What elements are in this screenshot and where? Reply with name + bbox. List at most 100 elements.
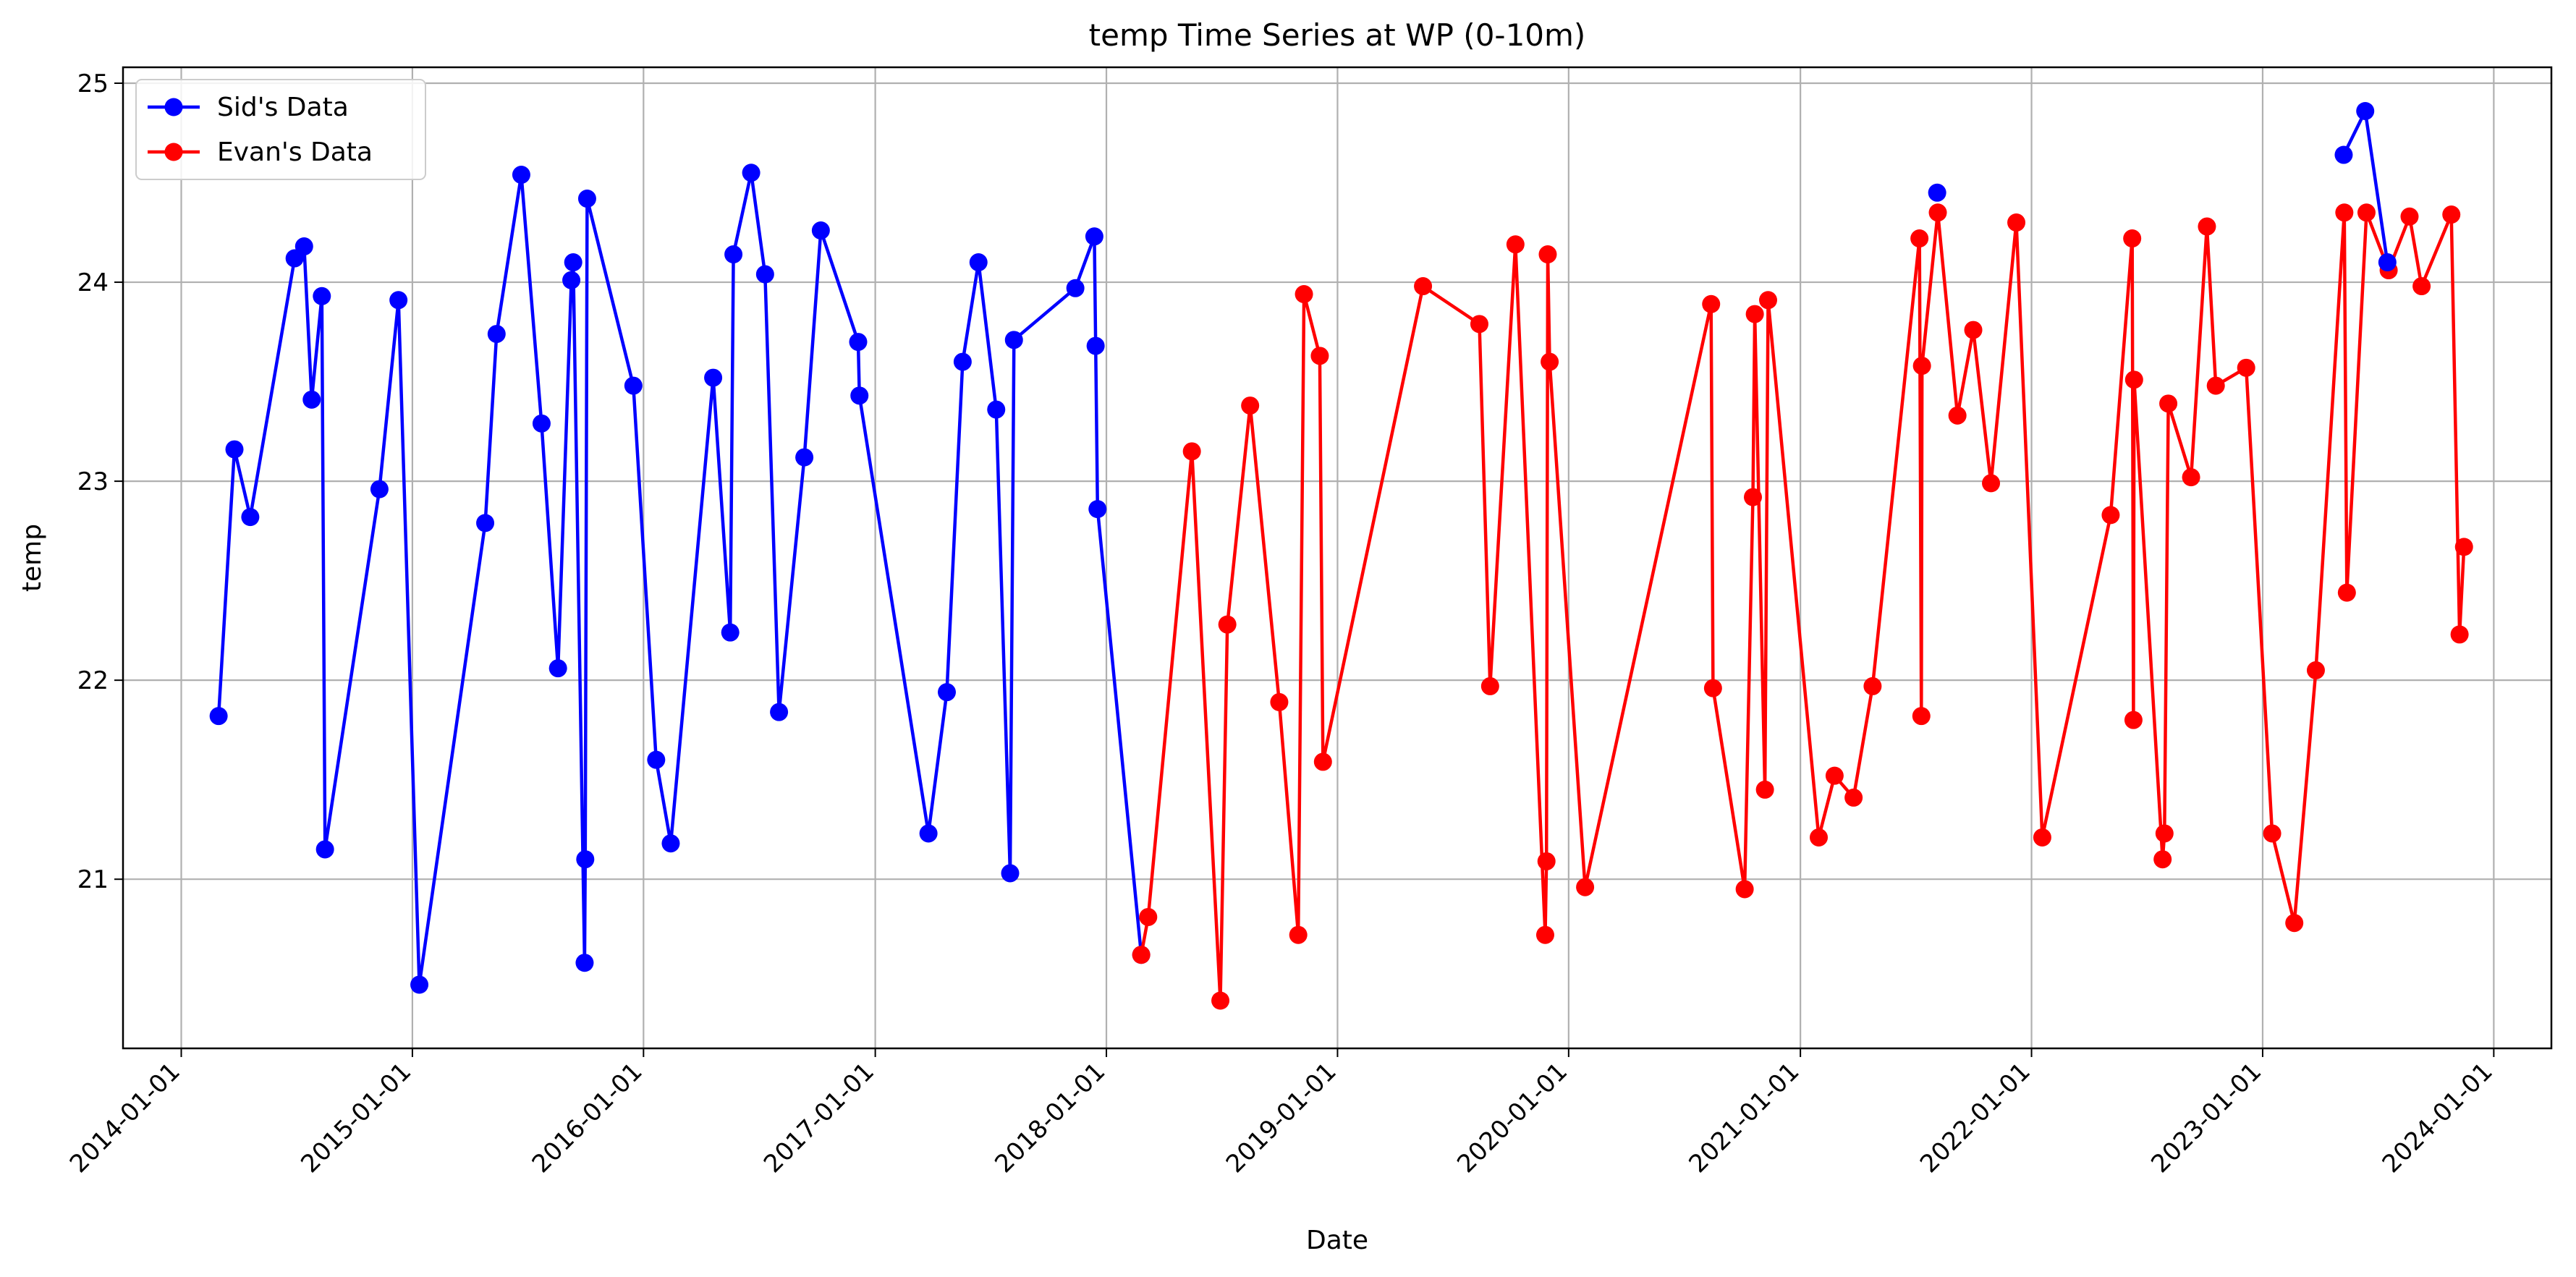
chart-title: temp Time Series at WP (0-10m) (1089, 17, 1586, 53)
data-point (370, 480, 389, 499)
data-point (1270, 692, 1289, 711)
data-point (2007, 213, 2026, 232)
data-point (2237, 358, 2255, 377)
data-point (2442, 205, 2461, 224)
data-point (1295, 285, 1313, 304)
data-point (1001, 864, 1020, 883)
data-point (576, 850, 595, 869)
data-point (1535, 925, 1554, 944)
data-point (795, 448, 814, 467)
y-axis: 21 22 23 24 25 (77, 69, 123, 894)
legend: Sid's Data Evan's Data (135, 79, 426, 180)
data-point (1863, 676, 1882, 695)
data-point (2101, 506, 2120, 525)
data-point (2450, 625, 2469, 644)
y-tick-label: 21 (77, 865, 109, 894)
data-point (724, 245, 743, 264)
legend-marker (164, 143, 183, 161)
data-point (919, 824, 938, 843)
series-1 (1132, 203, 2473, 1010)
data-point (476, 514, 495, 533)
y-axis-label: temp (17, 524, 47, 592)
data-point (2356, 102, 2375, 121)
data-point (1211, 991, 1230, 1010)
data-point (1537, 852, 1556, 870)
series-2 (1928, 183, 1946, 202)
data-point (2159, 394, 2178, 413)
data-point (2454, 538, 2473, 556)
y-tick-label: 24 (77, 268, 109, 297)
data-point (295, 237, 313, 256)
data-point (512, 166, 530, 184)
data-point (1912, 707, 1931, 726)
data-point (2335, 203, 2354, 222)
data-point (2263, 824, 2281, 843)
data-point (1825, 766, 1844, 785)
data-point (938, 683, 957, 702)
data-point (1085, 227, 1103, 246)
data-point (564, 253, 582, 272)
data-point (661, 834, 680, 853)
data-point (532, 414, 551, 433)
data-point (1470, 315, 1488, 334)
data-point (1088, 500, 1107, 519)
data-point (487, 325, 506, 344)
legend-marker (164, 98, 183, 116)
data-point (2337, 583, 2356, 602)
data-point (1910, 229, 1929, 248)
data-point (1703, 679, 1722, 697)
data-point (562, 271, 581, 289)
data-point (849, 333, 868, 352)
data-point (241, 508, 260, 527)
data-point (647, 750, 666, 769)
data-point (1132, 946, 1151, 964)
data-point (624, 376, 643, 395)
series-3 (2334, 102, 2397, 272)
data-point (1735, 880, 1754, 899)
data-point (2153, 850, 2172, 869)
data-point (1810, 828, 1829, 847)
data-point (721, 623, 740, 642)
data-point (1086, 336, 1105, 355)
data-point (1541, 352, 1559, 371)
data-point (2334, 145, 2353, 164)
data-point (1218, 615, 1237, 634)
x-axis-label: Date (1306, 1226, 1368, 1255)
data-point (1139, 907, 1158, 926)
data-point (850, 386, 869, 405)
data-point (1289, 925, 1308, 944)
data-point (2033, 828, 2051, 847)
y-tick-label: 25 (77, 69, 109, 98)
data-point (2182, 468, 2200, 487)
data-point (2378, 253, 2397, 272)
series-0 (209, 164, 1151, 994)
data-point (1506, 235, 1525, 254)
data-point (742, 164, 760, 182)
data-point (1538, 245, 1557, 264)
data-point (1313, 752, 1332, 771)
legend-label: Sid's Data (217, 93, 349, 122)
data-point (2206, 376, 2225, 395)
series-line (216, 171, 1143, 987)
data-point (577, 190, 596, 208)
data-point (1480, 676, 1499, 695)
data-point (1844, 788, 1863, 807)
data-point (2357, 203, 2376, 222)
y-tick-label: 22 (77, 666, 109, 695)
series-layer (209, 102, 2473, 1010)
legend-box (135, 79, 426, 180)
data-point (209, 707, 228, 726)
data-point (1414, 277, 1433, 296)
data-point (953, 352, 972, 371)
data-point (1755, 780, 1774, 799)
data-point (770, 703, 789, 721)
data-point (1004, 331, 1023, 349)
data-point (315, 840, 334, 859)
data-point (2123, 229, 2142, 248)
data-point (2400, 207, 2419, 226)
data-point (1928, 203, 1947, 222)
data-point (2306, 661, 2325, 679)
data-point (2124, 370, 2143, 389)
